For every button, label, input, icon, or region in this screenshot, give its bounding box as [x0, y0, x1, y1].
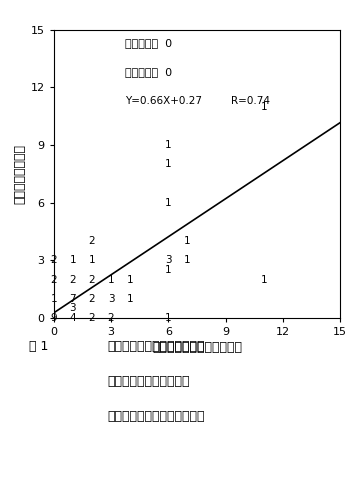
Text: 2: 2	[50, 275, 57, 285]
Text: 3: 3	[108, 294, 114, 304]
Text: 2: 2	[88, 275, 95, 285]
Text: 1: 1	[165, 140, 171, 150]
Text: Y=0.66X+0.27: Y=0.66X+0.27	[125, 96, 202, 106]
Text: 1: 1	[108, 275, 114, 285]
Text: 脚の蹴り上げ回数の関係: 脚の蹴り上げ回数の関係	[107, 375, 190, 388]
Text: 1: 1	[165, 160, 171, 169]
Text: 1: 1	[127, 275, 134, 285]
Text: ハエ類が付着していない場合: ハエ類が付着していない場合	[107, 410, 205, 423]
Text: 1: 1	[50, 294, 57, 304]
Y-axis label: 脚の蹴り上げ回数: 脚の蹴り上げ回数	[13, 144, 26, 204]
Text: 1: 1	[165, 313, 171, 323]
Text: 3: 3	[165, 255, 171, 265]
Text: 2: 2	[50, 255, 57, 265]
Text: 1: 1	[184, 255, 191, 265]
Text: 2: 2	[88, 294, 95, 304]
Text: アブが牛体に飛来する回数と: アブが牛体に飛来する回数と	[107, 340, 205, 353]
Text: ノサシバエ  0: ノサシバエ 0	[125, 67, 173, 78]
Text: 2: 2	[88, 236, 95, 246]
Text: 7: 7	[69, 294, 76, 304]
Text: 1: 1	[260, 275, 267, 285]
Text: 1: 1	[165, 265, 171, 275]
Text: 1: 1	[260, 102, 267, 112]
Text: 4: 4	[69, 313, 76, 323]
Text: ノイエバエ  0: ノイエバエ 0	[125, 38, 173, 49]
Text: 1: 1	[69, 255, 76, 265]
Text: 図 1: 図 1	[29, 340, 48, 353]
Text: 1: 1	[165, 198, 171, 208]
Text: 9: 9	[50, 313, 57, 323]
Text: 1: 1	[88, 255, 95, 265]
Text: 2: 2	[88, 313, 95, 323]
Text: 1: 1	[127, 294, 134, 304]
Text: 3: 3	[69, 304, 76, 314]
Text: R=0.74: R=0.74	[231, 96, 270, 106]
X-axis label: アブが牛体に飛来する回数: アブが牛体に飛来する回数	[152, 341, 242, 354]
Text: 2: 2	[108, 313, 114, 323]
Text: 2: 2	[69, 275, 76, 285]
Text: 1: 1	[184, 236, 191, 246]
